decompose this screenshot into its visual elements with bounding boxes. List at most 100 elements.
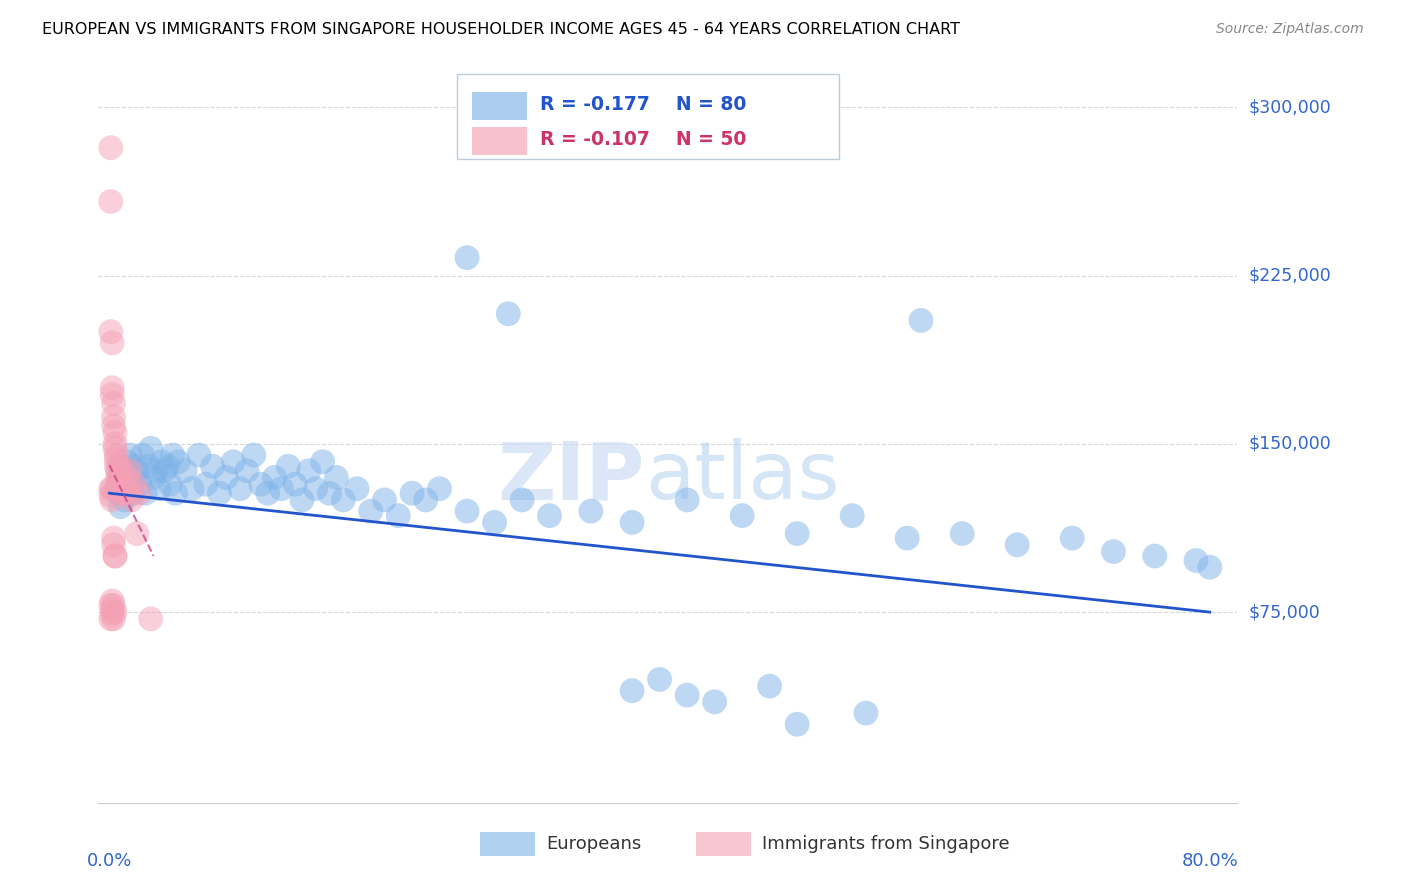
Point [101, 335, 124, 350]
Point [139, 612, 162, 626]
Point [243, 448, 266, 462]
Point [291, 492, 314, 507]
Point [621, 516, 644, 530]
Point [1062, 531, 1084, 545]
Text: Source: ZipAtlas.com: Source: ZipAtlas.com [1216, 22, 1364, 37]
Point [1102, 544, 1125, 558]
Point [346, 482, 368, 496]
Point [841, 508, 863, 523]
Point [1005, 538, 1028, 552]
Point [112, 477, 135, 491]
Point [401, 486, 423, 500]
Point [498, 307, 520, 321]
Point [676, 688, 699, 702]
Point [101, 387, 124, 401]
Point [103, 612, 125, 626]
Point [194, 477, 217, 491]
Point [104, 437, 127, 451]
Point [510, 492, 533, 507]
Text: 0.0%: 0.0% [87, 852, 132, 871]
Point [120, 492, 142, 507]
Text: atlas: atlas [645, 438, 839, 516]
Point [104, 425, 127, 440]
Point [896, 531, 918, 545]
Text: Europeans: Europeans [546, 835, 641, 854]
Text: ZIP: ZIP [498, 438, 645, 516]
Point [117, 455, 139, 469]
Point [115, 486, 138, 500]
FancyBboxPatch shape [472, 127, 527, 155]
Point [104, 549, 127, 563]
Point [124, 459, 146, 474]
Point [101, 603, 124, 617]
Point [120, 464, 141, 478]
Point [270, 482, 292, 496]
Text: EUROPEAN VS IMMIGRANTS FROM SINGAPORE HOUSEHOLDER INCOME AGES 45 - 64 YEARS CORR: EUROPEAN VS IMMIGRANTS FROM SINGAPORE HO… [42, 22, 960, 37]
Point [131, 448, 153, 462]
Text: $225,000: $225,000 [1249, 267, 1331, 285]
Point [222, 455, 245, 469]
Point [118, 482, 141, 496]
Point [103, 409, 125, 424]
Point [325, 470, 347, 484]
Point [114, 492, 136, 507]
Point [101, 607, 124, 622]
Point [103, 531, 125, 545]
Point [910, 313, 932, 327]
Point [101, 381, 124, 395]
Point [112, 464, 135, 478]
Point [101, 492, 124, 507]
Point [108, 470, 131, 484]
Point [104, 549, 127, 563]
Point [429, 482, 451, 496]
Point [332, 492, 354, 507]
Point [103, 599, 125, 613]
Point [621, 683, 644, 698]
Point [105, 448, 128, 462]
Point [305, 482, 328, 496]
Point [139, 442, 162, 456]
Point [786, 717, 808, 731]
Point [758, 679, 780, 693]
Point [387, 508, 409, 523]
Point [263, 470, 285, 484]
Point [1198, 560, 1220, 574]
Point [121, 486, 143, 500]
Point [111, 459, 134, 474]
Point [108, 477, 131, 491]
FancyBboxPatch shape [696, 832, 751, 856]
Text: Immigrants from Singapore: Immigrants from Singapore [762, 835, 1010, 854]
Point [125, 526, 148, 541]
Point [311, 455, 333, 469]
Point [103, 538, 125, 552]
Point [105, 482, 128, 496]
Point [174, 464, 197, 478]
FancyBboxPatch shape [479, 832, 534, 856]
FancyBboxPatch shape [472, 92, 527, 120]
Point [103, 396, 125, 410]
Text: R = -0.107    N = 50: R = -0.107 N = 50 [540, 130, 747, 149]
Point [1143, 549, 1166, 563]
Point [456, 504, 478, 518]
Point [111, 486, 134, 500]
Point [128, 486, 150, 500]
Point [201, 459, 224, 474]
Point [256, 486, 278, 500]
Point [181, 482, 204, 496]
Point [579, 504, 602, 518]
Point [484, 516, 506, 530]
Point [277, 459, 299, 474]
Point [456, 251, 478, 265]
Point [215, 470, 238, 484]
Point [120, 477, 142, 491]
Point [125, 464, 148, 478]
Point [104, 442, 127, 456]
Point [100, 194, 122, 209]
Point [122, 470, 145, 484]
Point [156, 459, 179, 474]
Point [120, 486, 141, 500]
Point [145, 464, 167, 478]
Point [104, 605, 127, 619]
Point [100, 141, 122, 155]
Point [950, 526, 973, 541]
